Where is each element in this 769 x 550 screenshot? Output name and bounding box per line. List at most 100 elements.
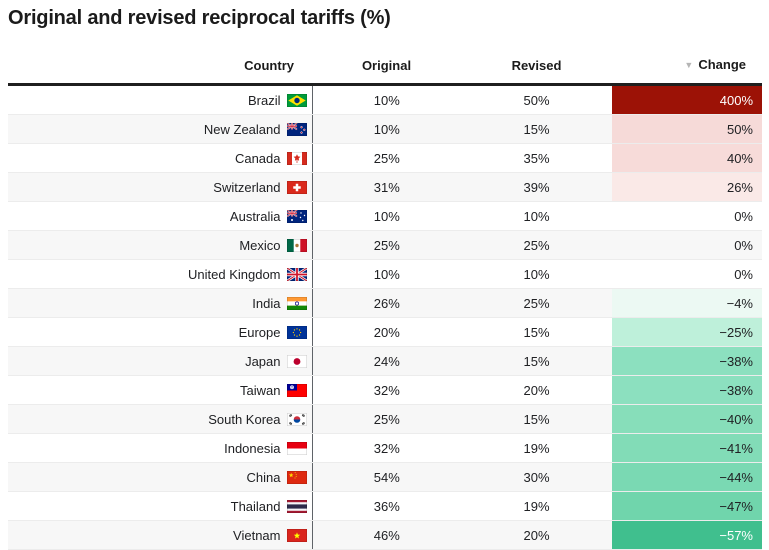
country-label: China xyxy=(246,469,281,485)
change-cell: −25% xyxy=(612,317,762,347)
original-cell: 36% xyxy=(312,491,461,521)
flag-south-korea-icon xyxy=(286,412,307,426)
tariff-table: Country Original Revised ▼ Change Brazil 1… xyxy=(8,57,762,550)
original-cell: 20% xyxy=(312,317,461,347)
change-cell: 0% xyxy=(612,201,762,231)
original-cell: 10% xyxy=(312,84,461,115)
table-row: Brazil 10% 50% 400% xyxy=(8,84,762,115)
flag-new-zealand-icon xyxy=(286,122,307,136)
table-row: Mexico 25% 25% 0% xyxy=(8,230,762,260)
country-label: Mexico xyxy=(239,237,281,253)
revised-cell: 25% xyxy=(461,288,612,318)
table-row: Australia 10% 10% 0% xyxy=(8,201,762,231)
flag-canada-icon xyxy=(286,151,307,165)
original-cell: 10% xyxy=(312,201,461,231)
revised-cell: 35% xyxy=(461,143,612,173)
country-cell: Taiwan xyxy=(8,375,313,405)
country-label: South Korea xyxy=(208,411,281,427)
change-cell: 400% xyxy=(612,84,762,115)
flag-australia-icon xyxy=(286,209,307,223)
country-cell: South Korea xyxy=(8,404,313,434)
flag-india-icon xyxy=(286,296,307,310)
revised-cell: 15% xyxy=(461,346,612,376)
revised-cell: 30% xyxy=(461,462,612,492)
revised-cell: 20% xyxy=(461,375,612,405)
change-cell: −44% xyxy=(612,462,762,492)
flag-indonesia-icon xyxy=(286,441,307,455)
country-cell: Mexico xyxy=(8,230,313,260)
original-cell: 31% xyxy=(312,172,461,202)
revised-cell: 25% xyxy=(461,230,612,260)
change-cell: 0% xyxy=(612,230,762,260)
change-cell: −40% xyxy=(612,404,762,434)
table-row: Europe 20% 15% −25% xyxy=(8,317,762,347)
original-cell: 46% xyxy=(312,520,461,550)
table-body: Brazil 10% 50% 400% New Zealand 10% 15% 50% Cana… xyxy=(8,84,762,550)
revised-cell: 19% xyxy=(461,491,612,521)
column-header-original[interactable]: Original xyxy=(312,57,461,86)
header-row: Country Original Revised ▼ Change xyxy=(8,57,762,86)
revised-cell: 50% xyxy=(461,84,612,115)
flag-japan-icon xyxy=(286,354,307,368)
country-cell: United Kingdom xyxy=(8,259,313,289)
table-row: Switzerland 31% 39% 26% xyxy=(8,172,762,202)
flag-united-kingdom-icon xyxy=(286,267,307,281)
flag-switzerland-icon xyxy=(286,180,307,194)
country-label: Vietnam xyxy=(233,527,281,543)
flag-taiwan-icon xyxy=(286,383,307,397)
country-cell: Thailand xyxy=(8,491,313,521)
table-row: New Zealand 10% 15% 50% xyxy=(8,114,762,144)
country-label: Switzerland xyxy=(213,179,281,195)
country-cell: Japan xyxy=(8,346,313,376)
flag-mexico-icon xyxy=(286,238,307,252)
original-cell: 54% xyxy=(312,462,461,492)
original-cell: 10% xyxy=(312,114,461,144)
country-label: New Zealand xyxy=(203,121,281,137)
original-cell: 10% xyxy=(312,259,461,289)
revised-cell: 15% xyxy=(461,404,612,434)
table-row: India 26% 25% −4% xyxy=(8,288,762,318)
country-label: Japan xyxy=(245,353,281,369)
change-cell: −41% xyxy=(612,433,762,463)
change-cell: −38% xyxy=(612,346,762,376)
country-label: United Kingdom xyxy=(188,266,281,282)
table-row: Indonesia 32% 19% −41% xyxy=(8,433,762,463)
change-cell: −38% xyxy=(612,375,762,405)
table-row: United Kingdom 10% 10% 0% xyxy=(8,259,762,289)
original-cell: 25% xyxy=(312,230,461,260)
change-cell: −57% xyxy=(612,520,762,550)
original-cell: 32% xyxy=(312,375,461,405)
original-cell: 32% xyxy=(312,433,461,463)
original-cell: 24% xyxy=(312,346,461,376)
table-row: Taiwan 32% 20% −38% xyxy=(8,375,762,405)
revised-cell: 39% xyxy=(461,172,612,202)
change-cell: 40% xyxy=(612,143,762,173)
table-row: China 54% 30% −44% xyxy=(8,462,762,492)
revised-cell: 20% xyxy=(461,520,612,550)
country-cell: New Zealand xyxy=(8,114,313,144)
country-label: Australia xyxy=(229,208,281,224)
table-row: South Korea 25% 15% −40% xyxy=(8,404,762,434)
revised-cell: 19% xyxy=(461,433,612,463)
change-cell: −47% xyxy=(612,491,762,521)
flag-vietnam-icon xyxy=(286,528,307,542)
revised-cell: 10% xyxy=(461,201,612,231)
revised-cell: 15% xyxy=(461,114,612,144)
change-cell: 26% xyxy=(612,172,762,202)
sort-descending-icon: ▼ xyxy=(684,60,694,70)
country-cell: Europe xyxy=(8,317,313,347)
change-cell: 50% xyxy=(612,114,762,144)
page-title: Original and revised reciprocal tariffs … xyxy=(8,7,391,29)
country-label: Indonesia xyxy=(224,440,281,456)
country-label: Brazil xyxy=(247,92,281,108)
change-cell: 0% xyxy=(612,259,762,289)
flag-europe-icon xyxy=(286,325,307,339)
column-header-country[interactable]: Country xyxy=(8,57,312,86)
table-row: Canada 25% 35% 40% xyxy=(8,143,762,173)
country-cell: Vietnam xyxy=(8,520,313,550)
country-cell: Australia xyxy=(8,201,313,231)
flag-thailand-icon xyxy=(286,499,307,513)
column-header-change[interactable]: ▼ Change xyxy=(612,57,762,86)
column-header-revised[interactable]: Revised xyxy=(461,57,612,86)
